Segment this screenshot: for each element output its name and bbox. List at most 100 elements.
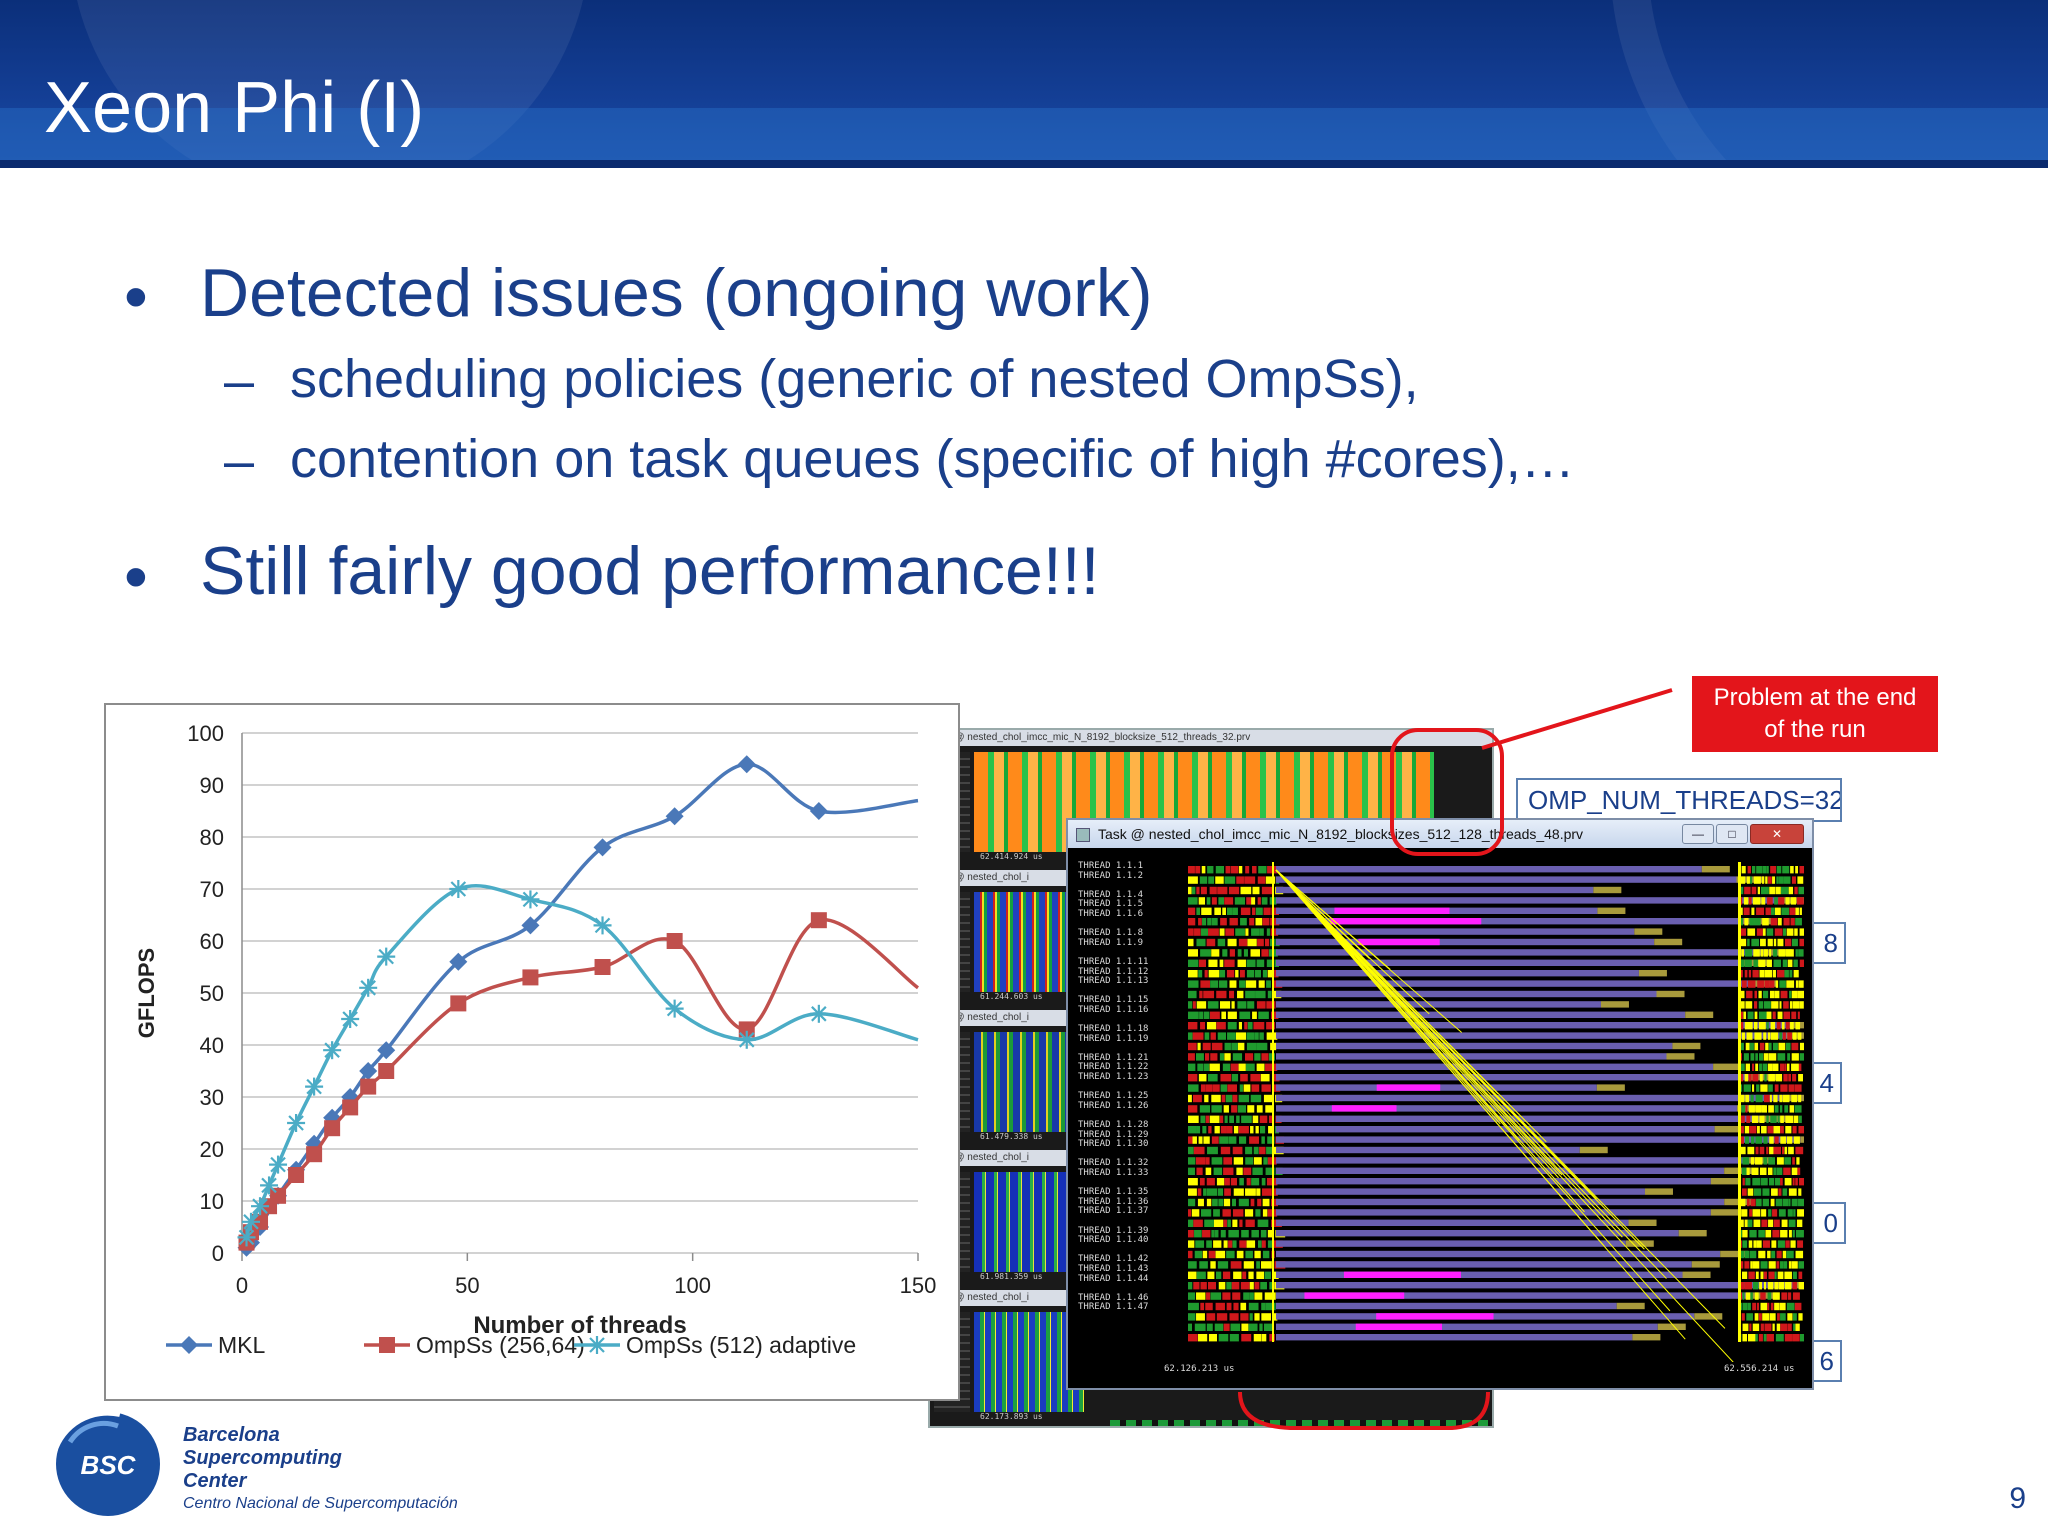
- series-line-2: [244, 884, 919, 1238]
- trace-burst: [1784, 1105, 1789, 1113]
- close-button[interactable]: ✕: [1750, 824, 1804, 844]
- trace-burst: [1251, 1084, 1260, 1092]
- trace-burst: [1744, 1219, 1748, 1227]
- trace-burst: [1243, 1167, 1252, 1175]
- trace-strip-data: [974, 892, 1084, 992]
- trace-burst: [1188, 918, 1196, 926]
- trace-burst: [1754, 918, 1761, 926]
- task-bar: [1276, 866, 1702, 873]
- trace-burst: [1792, 1074, 1797, 1082]
- thread-label: THREAD 1.1.43: [1078, 1263, 1149, 1274]
- trace-burst: [1222, 1292, 1231, 1300]
- trace-burst: [1196, 1001, 1207, 1009]
- trace-burst: [1779, 1032, 1783, 1040]
- trace-burst: [1207, 1001, 1219, 1009]
- dependency-line: [1275, 869, 1686, 1340]
- trace-burst: [1255, 970, 1261, 978]
- task-end: [1628, 1219, 1657, 1226]
- trace-burst: [1750, 1053, 1755, 1061]
- trace-burst: [1745, 1001, 1753, 1009]
- trace-burst: [1791, 1094, 1798, 1103]
- task-bar: [1276, 1053, 1667, 1060]
- task-bar: [1276, 897, 1780, 904]
- trace-burst: [1784, 1178, 1792, 1186]
- trace-strip-title[interactable]: ask @ nested_chol_imcc_mic_N_8192_blocks…: [930, 730, 1492, 746]
- trace-burst: [1745, 1094, 1750, 1103]
- trace-burst: [1747, 1188, 1754, 1196]
- trace-burst: [1216, 1313, 1228, 1321]
- trace-burst: [1799, 928, 1804, 936]
- maximize-button[interactable]: □: [1716, 824, 1748, 844]
- trace-burst: [1245, 1250, 1253, 1259]
- trace-burst: [1740, 1126, 1744, 1134]
- trace-burst: [1200, 980, 1211, 988]
- trace-burst: [1799, 1334, 1804, 1342]
- trace-burst: [1763, 1094, 1770, 1103]
- trace-burst: [1753, 1219, 1761, 1227]
- trace-burst: [1779, 876, 1784, 884]
- task-bar: [1276, 980, 1749, 987]
- thread-label: THREAD 1.1.15: [1078, 995, 1149, 1006]
- dependency-line: [1275, 869, 1667, 1279]
- trace-burst: [1767, 938, 1773, 947]
- trace-burst: [1746, 876, 1750, 884]
- trace-burst: [1256, 1188, 1261, 1196]
- trace-burst: [1252, 886, 1260, 895]
- trace-burst: [1774, 897, 1778, 905]
- trace-burst: [1207, 1282, 1217, 1290]
- trace-burst: [1771, 1250, 1776, 1259]
- trace-burst: [1765, 876, 1768, 884]
- trace-burst: [1752, 1074, 1759, 1082]
- trace-burst: [1263, 1323, 1274, 1331]
- task-bar: [1276, 1167, 1725, 1174]
- minimize-button[interactable]: —: [1682, 824, 1714, 844]
- trace-burst: [1188, 1261, 1197, 1269]
- trace-burst: [1783, 928, 1787, 936]
- trace-burst: [1249, 1282, 1254, 1290]
- trace-burst: [1231, 1042, 1238, 1051]
- trace-burst: [1779, 1094, 1783, 1103]
- trace-burst: [1771, 1001, 1779, 1009]
- trace-burst: [1216, 1022, 1226, 1030]
- trace-burst: [1232, 1146, 1243, 1155]
- trace-burst: [1744, 949, 1753, 957]
- trace-burst: [1773, 1219, 1780, 1227]
- dependency-line: [1275, 869, 1734, 1362]
- trace-burst: [1206, 1178, 1215, 1186]
- trace-burst: [1777, 1115, 1780, 1123]
- trace-burst: [1746, 1313, 1753, 1321]
- trace-burst: [1766, 1022, 1769, 1030]
- trace-burst: [1200, 928, 1209, 936]
- trace-burst: [1753, 1022, 1758, 1030]
- trace-burst: [1743, 897, 1749, 905]
- trace-burst: [1776, 866, 1782, 874]
- trace-burst: [1756, 907, 1765, 915]
- trace-burst: [1791, 1042, 1799, 1051]
- trace-strip-time: 62.414.924 us: [980, 852, 1043, 861]
- trace-burst: [1768, 1178, 1775, 1186]
- trace-burst: [1188, 1105, 1198, 1113]
- trace-burst: [1188, 1271, 1197, 1279]
- trace-burst: [1776, 1323, 1781, 1331]
- trace-burst: [1265, 1105, 1274, 1113]
- trace-burst: [1797, 876, 1804, 884]
- trace-burst: [1210, 1261, 1216, 1269]
- trace-burst: [1244, 1209, 1254, 1217]
- trace-burst: [1761, 897, 1766, 905]
- trace-burst: [1784, 1334, 1792, 1342]
- trace-burst: [1219, 928, 1225, 936]
- trace-burst: [1772, 1209, 1778, 1217]
- trace-burst: [1760, 886, 1769, 895]
- trace-burst: [1263, 907, 1271, 915]
- trace-burst: [1226, 1282, 1232, 1290]
- trace-burst: [1206, 1198, 1212, 1207]
- trace-burst: [1770, 1115, 1777, 1123]
- trace-burst: [1756, 928, 1763, 936]
- trace-timeline[interactable]: [1164, 862, 1804, 1362]
- y-tick-label: 90: [200, 773, 224, 798]
- trace-burst: [1751, 1084, 1755, 1092]
- trace-burst: [1192, 1136, 1197, 1144]
- trace-burst: [1788, 1219, 1796, 1227]
- trace-burst: [1785, 897, 1790, 905]
- trace-burst: [1798, 1178, 1804, 1186]
